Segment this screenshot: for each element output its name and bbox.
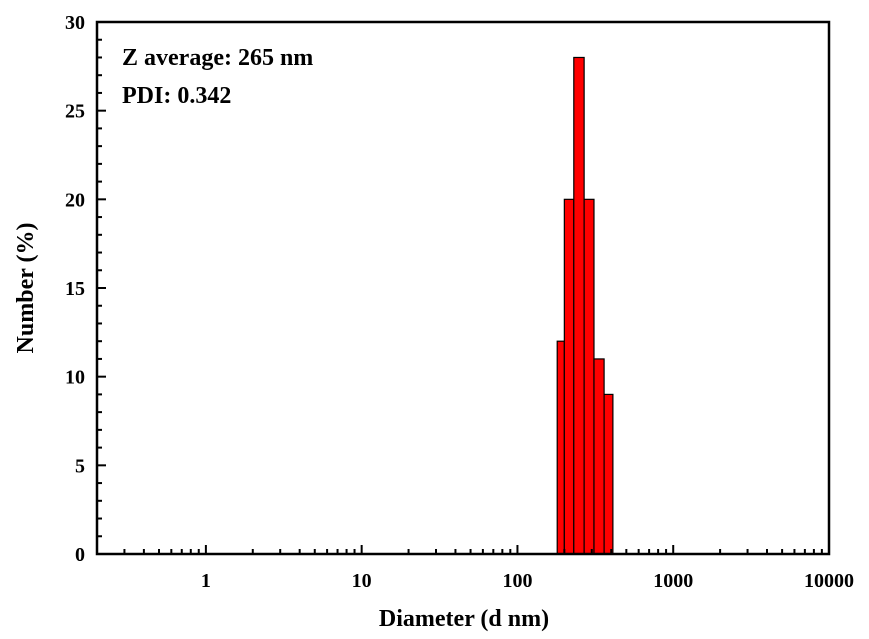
x-tick-label: 10000 <box>804 570 854 592</box>
bars <box>556 56 614 555</box>
bar-4 <box>593 358 605 555</box>
x-tick-label: 1 <box>201 570 211 592</box>
x-axis-title: Diameter (d nm) <box>379 606 549 632</box>
axis-ticks <box>96 21 830 555</box>
y-axis-title: Number (%) <box>13 223 39 354</box>
x-tick-label: 1000 <box>653 570 693 592</box>
bar-1 <box>563 198 575 555</box>
x-tick-label: 10 <box>352 570 372 592</box>
z-average-annotation: Z average: 265 nm <box>122 45 313 71</box>
bar-3 <box>583 198 595 555</box>
y-tick-label: 5 <box>75 455 85 477</box>
y-tick-label: 25 <box>65 101 85 123</box>
x-tick-label: 100 <box>502 570 532 592</box>
tick-labels: 1 10 100 1000 10000 0 5 10 15 20 25 30 <box>65 12 854 592</box>
bar-0 <box>556 340 565 555</box>
bar-5 <box>603 393 614 555</box>
bar-2 <box>573 56 585 555</box>
y-tick-label: 30 <box>65 12 85 34</box>
y-tick-label: 10 <box>65 367 85 389</box>
y-tick-label: 15 <box>65 278 85 300</box>
pdi-annotation: PDI: 0.342 <box>122 83 231 109</box>
y-tick-label: 20 <box>65 189 85 211</box>
y-tick-label: 0 <box>75 544 85 566</box>
